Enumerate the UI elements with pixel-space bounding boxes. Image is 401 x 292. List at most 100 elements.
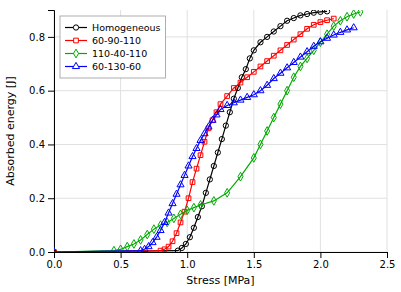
point (174, 231, 179, 236)
point (165, 209, 172, 215)
point (239, 75, 244, 80)
point (145, 243, 152, 249)
point (247, 56, 252, 61)
y-tick-mark (48, 252, 54, 253)
point (345, 12, 350, 21)
point (153, 233, 160, 239)
legend-label: Homogeneous (92, 22, 161, 33)
y-tick: 0.6 (29, 85, 54, 96)
x-tick-label: 1.5 (246, 259, 262, 270)
point (265, 127, 270, 136)
legend-marker (73, 49, 78, 58)
y-tick-label: 0.8 (29, 32, 45, 43)
y-grid-line (54, 198, 387, 199)
y-tick: 0.2 (29, 193, 54, 204)
point (245, 75, 250, 80)
x-axis: 0.00.51.01.52.02.5 (47, 252, 396, 270)
point (178, 220, 183, 225)
x-tick-label: 1.0 (180, 259, 196, 270)
x-tick-label: 0.5 (113, 259, 129, 270)
point (291, 15, 296, 20)
x-tick-mark (254, 252, 255, 258)
point (207, 177, 212, 182)
x-tick: 1.5 (246, 252, 262, 270)
point (205, 123, 212, 129)
x-axis-title: Stress [MPa] (186, 274, 254, 287)
point (325, 18, 330, 23)
point (291, 37, 296, 42)
point (191, 203, 196, 212)
legend-marker (74, 38, 79, 43)
point (258, 64, 263, 69)
y-tick: 0.4 (29, 139, 54, 150)
point (161, 218, 168, 224)
point (324, 10, 329, 14)
x-tick: 0.5 (113, 252, 129, 270)
point (251, 69, 256, 74)
point (177, 181, 184, 187)
point (178, 210, 183, 219)
point (310, 42, 317, 48)
y-tick-label: 0.2 (29, 193, 45, 204)
point (278, 23, 283, 28)
y-tick-label: 0.0 (29, 247, 45, 258)
x-tick-mark (121, 252, 122, 258)
point (350, 24, 357, 30)
point (244, 93, 251, 99)
point (291, 73, 296, 82)
point (331, 16, 336, 21)
point (251, 48, 256, 53)
point (186, 196, 191, 201)
x-tick: 2.5 (380, 252, 396, 270)
point (224, 101, 231, 107)
point (225, 94, 230, 99)
point (343, 26, 350, 32)
point (145, 230, 150, 239)
point (181, 171, 188, 177)
y-tick-label: 0.4 (29, 139, 45, 150)
point (265, 59, 270, 64)
point (195, 214, 200, 219)
y-tick-mark (48, 37, 54, 38)
y-tick-mark (48, 198, 54, 199)
point (194, 166, 199, 171)
legend-marker (72, 62, 79, 68)
legend-item: 60-130-60 (65, 61, 141, 72)
point (223, 123, 228, 128)
x-tick-label: 2.5 (380, 259, 396, 270)
x-grid-line (387, 10, 388, 252)
point (358, 10, 363, 16)
point (271, 53, 276, 58)
point (185, 206, 190, 215)
point (203, 190, 208, 195)
plot: 0.00.51.01.52.02.50.00.20.40.60.8Stress … (4, 8, 395, 287)
point (170, 239, 175, 244)
point (285, 43, 290, 48)
point (197, 136, 204, 142)
y-tick-label: 0.6 (29, 85, 45, 96)
point (285, 86, 290, 95)
point (251, 154, 256, 163)
x-tick-mark (320, 252, 321, 258)
point (338, 16, 343, 25)
point (271, 113, 276, 122)
point (138, 236, 143, 245)
legend-item: Homogeneous (65, 22, 161, 33)
point (238, 80, 243, 85)
point (215, 150, 220, 155)
point (298, 13, 303, 18)
point (271, 29, 276, 34)
point (185, 162, 192, 168)
series (54, 24, 357, 252)
point (201, 130, 208, 136)
point (330, 31, 337, 37)
point (190, 180, 195, 185)
point (278, 100, 283, 109)
x-tick-mark (187, 252, 188, 258)
point (217, 105, 224, 111)
point (264, 81, 271, 87)
point (331, 22, 336, 31)
point (305, 54, 310, 63)
y-axis-title: Absorbed energy [J] (4, 76, 17, 185)
x-grid-line (253, 10, 254, 252)
